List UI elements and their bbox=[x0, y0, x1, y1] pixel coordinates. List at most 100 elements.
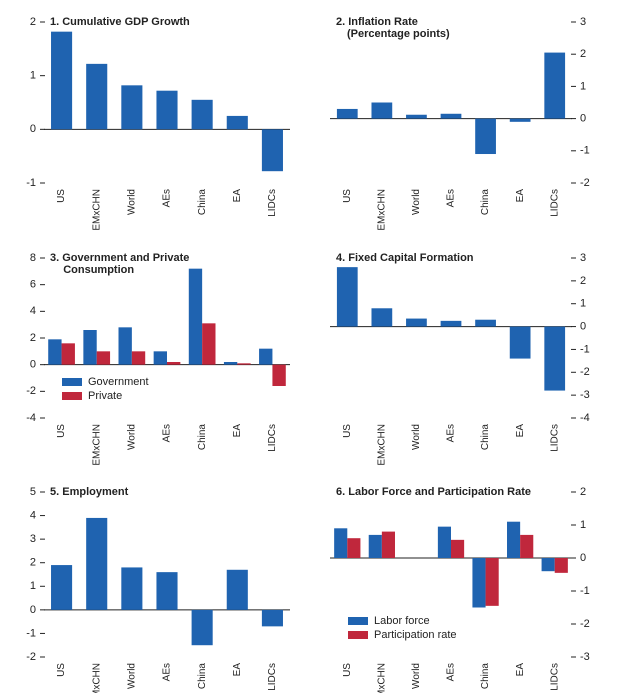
y-tick-label: 3 bbox=[30, 533, 36, 545]
y-tick-label: -1 bbox=[580, 585, 590, 597]
x-tick-label: US bbox=[342, 663, 353, 677]
x-tick-label: EMxCHN bbox=[376, 663, 387, 693]
y-tick-label: 6 bbox=[30, 279, 36, 291]
x-tick-label: EA bbox=[515, 663, 526, 677]
panel-title: 6. Labor Force and Participation Rate bbox=[336, 486, 531, 498]
x-tick-label: China bbox=[197, 424, 208, 451]
legend-label: Participation rate bbox=[374, 629, 457, 641]
bar bbox=[509, 118, 531, 122]
panel-title-box: 3. Government and Private Consumption bbox=[50, 252, 190, 276]
y-tick-label: 0 bbox=[30, 604, 36, 616]
panel-title-box: 6. Labor Force and Participation Rate bbox=[336, 486, 531, 498]
x-tick-label: AEs bbox=[162, 424, 173, 442]
bar bbox=[237, 363, 251, 365]
bar bbox=[336, 267, 358, 327]
y-tick-label: 0 bbox=[580, 113, 586, 125]
bar bbox=[156, 572, 178, 610]
y-tick-label: 2 bbox=[580, 48, 586, 60]
bar bbox=[475, 319, 496, 327]
panel-title-box: 1. Cumulative GDP Growth bbox=[50, 16, 190, 28]
x-tick-label: World bbox=[411, 189, 422, 215]
bar bbox=[121, 567, 143, 610]
x-tick-label: EMxCHN bbox=[91, 663, 102, 693]
bar bbox=[475, 118, 496, 155]
bar bbox=[485, 558, 499, 606]
y-tick-label: 5 bbox=[30, 486, 36, 498]
bar bbox=[96, 351, 111, 365]
bar bbox=[554, 558, 568, 573]
bar bbox=[202, 323, 216, 365]
panel-title: 5. Employment bbox=[50, 486, 129, 498]
x-tick-label: World bbox=[126, 189, 137, 215]
bar bbox=[336, 108, 358, 119]
bar bbox=[451, 539, 465, 558]
panel-title: 3. Government and Private Consumption bbox=[50, 252, 190, 276]
y-tick-label: -4 bbox=[580, 412, 590, 424]
x-tick-label: EMxCHN bbox=[91, 424, 102, 466]
x-tick-label: LIDCs bbox=[549, 189, 560, 217]
legend-swatch bbox=[348, 631, 368, 639]
bar bbox=[261, 609, 283, 627]
x-tick-label: EA bbox=[232, 663, 243, 677]
panel-title: 4. Fixed Capital Formation bbox=[336, 252, 474, 264]
x-tick-label: LIDCs bbox=[267, 663, 278, 691]
y-tick-label: -3 bbox=[580, 651, 590, 663]
bar bbox=[118, 327, 132, 365]
y-tick-label: -2 bbox=[580, 366, 590, 378]
legend-swatch bbox=[62, 378, 82, 386]
x-tick-label: China bbox=[197, 663, 208, 690]
bar bbox=[48, 339, 62, 365]
x-tick-label: EA bbox=[515, 189, 526, 203]
x-tick-label: LIDCs bbox=[267, 424, 278, 452]
bar bbox=[406, 114, 427, 119]
bar bbox=[272, 364, 286, 386]
x-tick-label: China bbox=[197, 189, 208, 216]
bar bbox=[437, 526, 451, 558]
bar bbox=[121, 85, 143, 130]
y-tick-label: -4 bbox=[26, 412, 36, 424]
bar bbox=[83, 330, 97, 365]
panel-title-box: 4. Fixed Capital Formation bbox=[336, 252, 474, 264]
bar bbox=[541, 558, 555, 572]
legend-swatch bbox=[348, 617, 368, 625]
x-tick-label: US bbox=[342, 424, 353, 438]
y-tick-label: 1 bbox=[580, 519, 586, 531]
panel-title: 1. Cumulative GDP Growth bbox=[50, 16, 190, 28]
x-tick-label: US bbox=[56, 424, 67, 438]
bar bbox=[509, 326, 531, 359]
y-tick-label: -2 bbox=[26, 385, 36, 397]
x-tick-label: US bbox=[56, 663, 67, 677]
y-tick-label: 3 bbox=[580, 252, 586, 264]
panel-title-box: 5. Employment bbox=[50, 486, 129, 498]
x-tick-label: China bbox=[480, 663, 491, 690]
x-tick-label: EMxCHN bbox=[376, 189, 387, 231]
panel-title-box: 2. Inflation Rate(Percentage points) bbox=[336, 16, 450, 40]
y-tick-label: -1 bbox=[26, 177, 36, 189]
bar bbox=[520, 534, 534, 558]
y-tick-label: 4 bbox=[30, 305, 36, 317]
bar bbox=[472, 558, 486, 608]
y-tick-label: 8 bbox=[30, 252, 36, 264]
bar bbox=[440, 320, 462, 327]
x-tick-label: EA bbox=[515, 424, 526, 438]
y-tick-label: 0 bbox=[30, 359, 36, 371]
x-tick-label: AEs bbox=[162, 189, 173, 207]
x-tick-label: EMxCHN bbox=[376, 424, 387, 466]
bar bbox=[347, 538, 361, 558]
bar bbox=[188, 268, 203, 365]
y-tick-label: -1 bbox=[580, 145, 590, 157]
y-tick-label: 2 bbox=[30, 557, 36, 569]
y-tick-label: -1 bbox=[580, 343, 590, 355]
bar bbox=[259, 348, 273, 365]
x-tick-label: World bbox=[411, 424, 422, 450]
y-tick-label: -2 bbox=[580, 177, 590, 189]
x-tick-label: AEs bbox=[162, 663, 173, 681]
y-tick-label: 1 bbox=[580, 80, 586, 92]
y-tick-label: 1 bbox=[30, 70, 36, 82]
bar bbox=[368, 534, 382, 558]
bar bbox=[371, 102, 393, 119]
x-tick-label: US bbox=[56, 189, 67, 203]
bar bbox=[51, 31, 73, 130]
legend-label: Labor force bbox=[374, 615, 430, 627]
